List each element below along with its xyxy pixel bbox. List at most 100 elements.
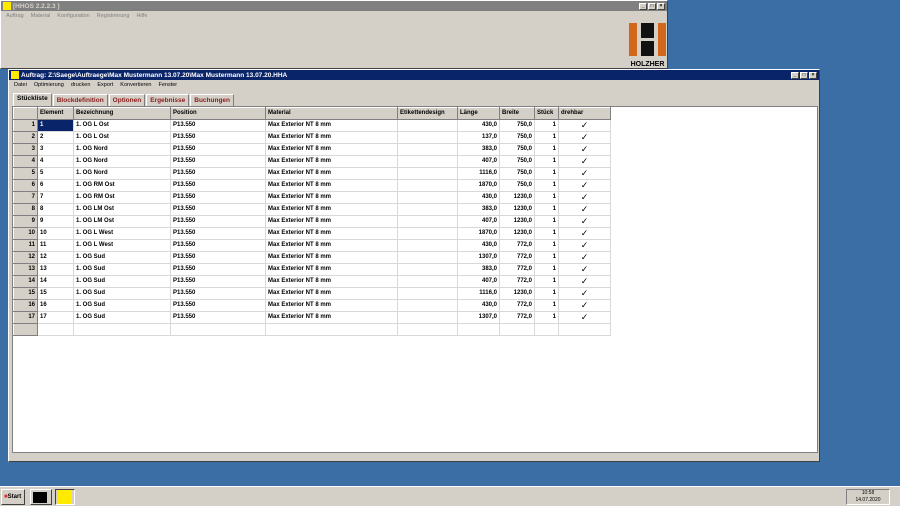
tab-0[interactable]: Stückliste [13,93,52,107]
menu-item-fenster[interactable]: Fenster [158,82,178,88]
row-header[interactable]: 4 [13,154,38,168]
table-row[interactable]: 7 7 1. OG RM Ost P13.550 Max Exterior NT 8 m… [13,190,611,204]
cell[interactable]: Max Exterior NT 8 mm [265,154,398,168]
tab-2[interactable]: Optionen [108,94,146,107]
rotatable-checkmark[interactable]: ✓ [558,274,611,288]
cell[interactable]: 1230,0 [499,190,535,204]
cell[interactable]: 1. OG L West [73,226,171,240]
tab-4[interactable]: Buchungen [190,94,234,107]
corner-cell[interactable] [13,107,38,120]
rotatable-checkmark[interactable]: ✓ [558,166,611,180]
row-header[interactable]: 3 [13,142,38,156]
table-row[interactable]: 6 6 1. OG RM Ost P13.550 Max Exterior NT 8 m… [13,178,611,192]
cell[interactable]: 1 [534,154,559,168]
cell[interactable]: P13.550 [170,202,266,216]
menu-item-material[interactable]: Material [30,13,51,19]
cell[interactable]: P13.550 [170,118,266,132]
cell[interactable] [73,322,171,336]
column-header[interactable]: Material [265,107,398,120]
cell[interactable]: 1. OG LM Ost [73,214,171,228]
cell[interactable]: 1. OG Sud [73,274,171,288]
order-title-bar[interactable]: Auftrag: Z:\Saege\Auftraege\Max Musterma… [9,70,819,80]
cell[interactable] [397,310,458,324]
cell[interactable] [397,178,458,192]
cell[interactable]: Max Exterior NT 8 mm [265,118,398,132]
cell[interactable]: 1 [534,298,559,312]
rotatable-checkmark[interactable]: ✓ [558,190,611,204]
row-header[interactable]: 7 [13,190,38,204]
cell[interactable]: 1307,0 [457,250,500,264]
cell[interactable]: 1. OG Sud [73,262,171,276]
rotatable-checkmark[interactable]: ✓ [558,238,611,252]
cell[interactable]: 5 [37,166,74,180]
column-header[interactable]: drehbar [558,107,611,120]
row-header[interactable]: 16 [13,298,38,312]
cell[interactable]: 1 [534,118,559,132]
cell[interactable]: 1870,0 [457,178,500,192]
menu-item-export[interactable]: Export [97,82,114,88]
cell[interactable]: 1307,0 [457,310,500,324]
cell[interactable]: P13.550 [170,166,266,180]
cell[interactable]: 750,0 [499,178,535,192]
cell[interactable]: 1. OG LM Ost [73,202,171,216]
cell[interactable]: Max Exterior NT 8 mm [265,178,398,192]
cell[interactable]: 6 [37,178,74,192]
cell[interactable]: 1230,0 [499,202,535,216]
cell[interactable]: Max Exterior NT 8 mm [265,298,398,312]
cell[interactable] [397,250,458,264]
table-row[interactable]: 15 15 1. OG Sud P13.550 Max Exterior NT 8 mm… [13,286,611,300]
menu-item-registrierung[interactable]: Registrierung [96,13,130,19]
cell[interactable]: 12 [37,250,74,264]
maximize-button[interactable]: □ [800,71,808,79]
row-header[interactable]: 8 [13,202,38,216]
menu-item-auftrag[interactable]: Auftrag [6,13,24,19]
cell[interactable]: 137,0 [457,130,500,144]
close-button[interactable]: × [657,2,665,10]
cell[interactable] [265,322,398,336]
cell[interactable]: 1116,0 [457,286,500,300]
cell[interactable]: 2 [37,130,74,144]
cell[interactable]: 1. OG Nord [73,166,171,180]
cell[interactable]: 1 [534,286,559,300]
menu-item-konfiguration[interactable]: Konfiguration [57,13,90,19]
cell[interactable]: 1116,0 [457,166,500,180]
cell[interactable]: 1870,0 [457,226,500,240]
table-row[interactable]: 8 8 1. OG LM Ost P13.550 Max Exterior NT 8 m… [13,202,611,216]
cell[interactable]: 407,0 [457,274,500,288]
cell[interactable] [397,226,458,240]
cell[interactable]: 1230,0 [499,286,535,300]
table-row[interactable]: 1 1 1. OG L Ost P13.550 Max Exterior NT 8 mm… [13,118,611,132]
rotatable-checkmark[interactable]: ✓ [558,226,611,240]
cell[interactable]: 1 [37,118,74,132]
cell[interactable]: 750,0 [499,142,535,156]
menu-item-konvertieren[interactable]: Konvertieren [120,82,152,88]
row-header[interactable] [13,322,38,336]
cell[interactable]: 772,0 [499,310,535,324]
cell[interactable] [397,238,458,252]
cell[interactable]: P13.550 [170,142,266,156]
cell[interactable]: P13.550 [170,274,266,288]
cell[interactable]: 772,0 [499,274,535,288]
cell[interactable]: 1. OG RM Ost [73,178,171,192]
cell[interactable]: 407,0 [457,214,500,228]
rotatable-checkmark[interactable]: ✓ [558,298,611,312]
cell[interactable] [397,286,458,300]
cell[interactable]: Max Exterior NT 8 mm [265,310,398,324]
table-row[interactable]: 13 13 1. OG Sud P13.550 Max Exterior NT 8 mm… [13,262,611,276]
column-header[interactable]: Bezeichnung [73,107,171,120]
rotatable-checkmark[interactable]: ✓ [558,178,611,192]
cell[interactable]: 1 [534,274,559,288]
cell[interactable]: 772,0 [499,250,535,264]
cell[interactable]: 7 [37,190,74,204]
empty-row[interactable] [13,322,611,336]
rotatable-checkmark[interactable]: ✓ [558,130,611,144]
cell[interactable]: 772,0 [499,298,535,312]
cell[interactable]: 1 [534,178,559,192]
cell[interactable]: 1 [534,130,559,144]
row-header[interactable]: 9 [13,214,38,228]
cell[interactable]: 1. OG L Ost [73,118,171,132]
rotatable-checkmark[interactable]: ✓ [558,214,611,228]
row-header[interactable]: 5 [13,166,38,180]
cell[interactable]: 1. OG Sud [73,298,171,312]
row-header[interactable]: 10 [13,226,38,240]
